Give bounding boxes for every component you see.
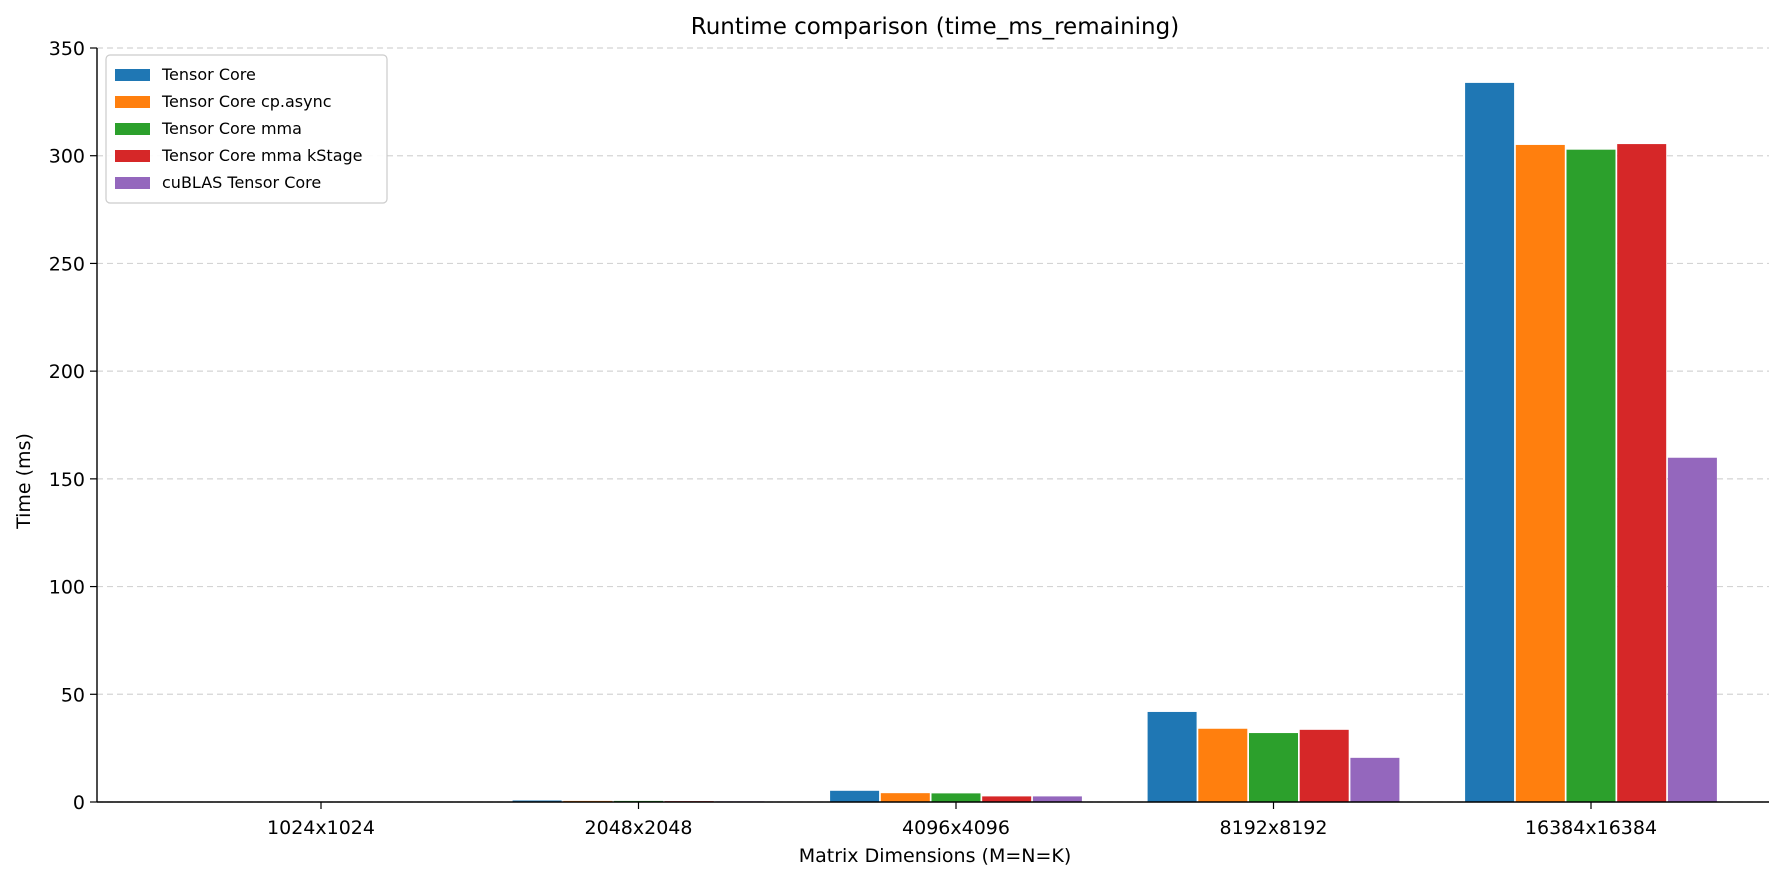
bar-tensor-core-cp-async-4096x4096 (880, 793, 930, 802)
legend-entry-label: Tensor Core mma (161, 119, 302, 138)
x-axis-label: Matrix Dimensions (M=N=K) (799, 845, 1072, 867)
x-tick-label: 4096x4096 (902, 817, 1010, 839)
y-tick-label: 250 (49, 253, 85, 275)
legend-entry-label: Tensor Core (161, 65, 256, 84)
legend-entry-label: Tensor Core mma kStage (161, 146, 363, 165)
x-axis-ticks: 1024x1024 2048x2048 4096x4096 8192x8192 1638… (267, 802, 1657, 839)
chart-title: Runtime comparison (time_ms_remaining) (691, 14, 1179, 40)
legend-swatch (115, 123, 150, 135)
bar-tensor-core-8192x8192 (1147, 711, 1197, 802)
legend-swatch (115, 96, 150, 108)
legend-entry-label: cuBLAS Tensor Core (162, 173, 321, 192)
bar-tensor-core-cp-async-16384x16384 (1515, 144, 1565, 802)
x-tick-label: 1024x1024 (267, 817, 375, 839)
y-axis-label: Time (ms) (13, 433, 35, 530)
x-tick-label: 8192x8192 (1220, 817, 1328, 839)
legend: Tensor Core Tensor Core cp.async Tensor Co… (105, 54, 388, 204)
legend-swatch (115, 177, 150, 189)
bar-cublas-tensor-core-4096x4096 (1032, 796, 1082, 802)
y-tick-label: 0 (73, 792, 85, 814)
bar-cublas-tensor-core-8192x8192 (1350, 757, 1400, 802)
legend-entry-label: Tensor Core cp.async (161, 92, 332, 111)
bar-cublas-tensor-core-16384x16384 (1667, 457, 1717, 802)
y-tick-label: 200 (49, 361, 85, 383)
bar-tensor-core-mma-kstage-8192x8192 (1299, 729, 1349, 802)
bars (195, 82, 1717, 803)
bar-tensor-core-mma-4096x4096 (931, 793, 981, 802)
bar-tensor-core-4096x4096 (830, 790, 880, 802)
y-tick-label: 350 (49, 38, 85, 60)
bar-tensor-core-16384x16384 (1465, 82, 1515, 803)
legend-box (105, 54, 388, 204)
bar-tensor-core-mma-kstage-4096x4096 (982, 796, 1032, 802)
y-tick-label: 50 (61, 684, 85, 706)
bar-tensor-core-cp-async-8192x8192 (1198, 728, 1248, 802)
y-tick-label: 150 (49, 469, 85, 491)
legend-swatch (115, 69, 150, 81)
bar-tensor-core-mma-kstage-16384x16384 (1617, 144, 1667, 802)
bar-tensor-core-mma-8192x8192 (1249, 733, 1298, 802)
x-tick-label: 2048x2048 (585, 817, 693, 839)
legend-swatch (115, 150, 150, 162)
axes (96, 48, 1769, 803)
y-tick-label: 100 (49, 577, 85, 599)
x-tick-label: 16384x16384 (1525, 817, 1657, 839)
y-axis-ticks: 0 50 100 150 200 250 300 350 (49, 38, 97, 814)
bar-tensor-core-2048x2048 (512, 800, 562, 802)
bar-tensor-core-mma-16384x16384 (1566, 149, 1616, 803)
y-tick-label: 300 (49, 146, 85, 168)
